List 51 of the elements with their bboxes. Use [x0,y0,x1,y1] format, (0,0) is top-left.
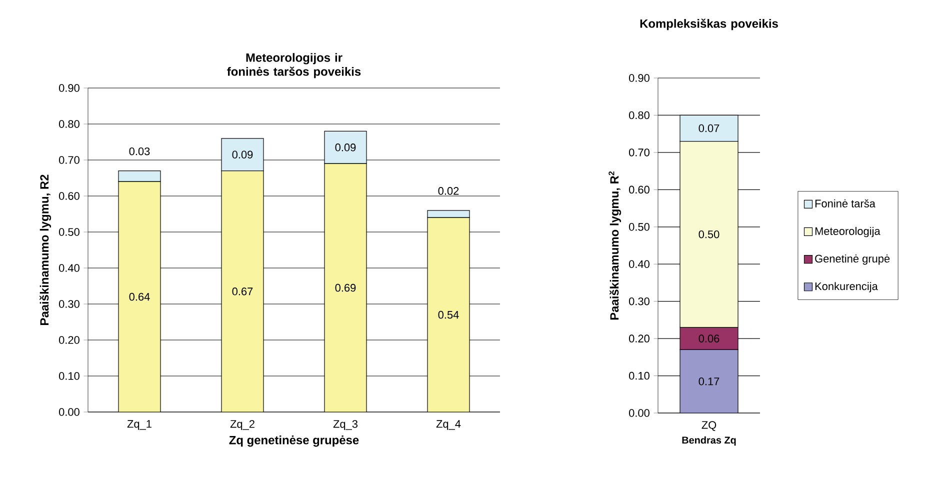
y-tick-label: 0.20 [58,336,80,344]
data-label: 0.17 [698,377,720,386]
data-label: 0.07 [698,124,720,132]
x-axis-title: Zq genetinėse grupėse [229,436,359,447]
y-tick-label: 0.60 [628,186,650,194]
y-tick-label: 0.50 [58,228,80,236]
data-label: 0.02 [438,187,459,195]
legend-label: Meteorologija [815,226,880,238]
y-tick-label: 0.40 [628,260,650,268]
bar [221,170,264,412]
y-tick-label: 0.90 [58,84,80,92]
data-label: 0.69 [335,284,356,292]
legend-label: Foninė tarša [815,199,876,208]
y-tick-label: 0.80 [58,120,80,128]
y-tick-label: 0.70 [58,156,80,164]
y-tick-label: 0.80 [628,111,650,120]
y-tick-label: 0.10 [628,372,650,380]
y-tick-label: 0.90 [628,74,650,82]
x-axis-title: Bendras Zq [682,436,736,446]
chart-title: Meteorologijos ir foninės taršos poveikis [227,53,361,78]
data-label: 0.54 [438,310,459,319]
y-tick-label: 0.30 [628,297,650,306]
y-tick-label: 0.10 [58,372,80,380]
y-tick-label: 0.20 [628,334,650,342]
data-label: 0.03 [129,147,150,156]
y-tick-label: 0.70 [628,148,650,156]
x-tick-label: Zq_2 [230,420,254,430]
bar [324,163,367,412]
data-label: 0.09 [335,144,356,152]
data-label: 0.06 [698,334,720,342]
x-tick-label: Zq_1 [127,420,152,430]
legend-label: Konkurencija [815,282,878,292]
data-label: 0.50 [698,230,720,238]
y-tick-label: 0.00 [628,409,650,417]
bar [118,181,161,412]
y-tick-label: 0.40 [58,264,80,272]
data-label: 0.67 [232,288,253,296]
y-tick-label: 0.60 [58,192,80,200]
chart-title: Kompleksiškas poveikis [640,18,778,30]
x-tick-label: ZQ [702,421,716,431]
data-label: 0.09 [232,150,253,158]
data-label: 0.64 [129,292,150,301]
y-tick-label: 0.00 [58,408,80,416]
y-tick-label: 0.30 [58,300,80,308]
y-axis-title: Paaiškinamumo lygmu, R$^{2}$ [608,171,622,320]
y-axis-title: Paaiškinamumo lygmu, R2 [40,174,52,325]
x-tick-label: Zq_3 [333,420,358,430]
y-tick-label: 0.50 [628,223,650,231]
bar [427,217,470,412]
x-tick-label: Zq_4 [436,420,461,430]
legend-label: Genetinė grupė [815,254,890,265]
